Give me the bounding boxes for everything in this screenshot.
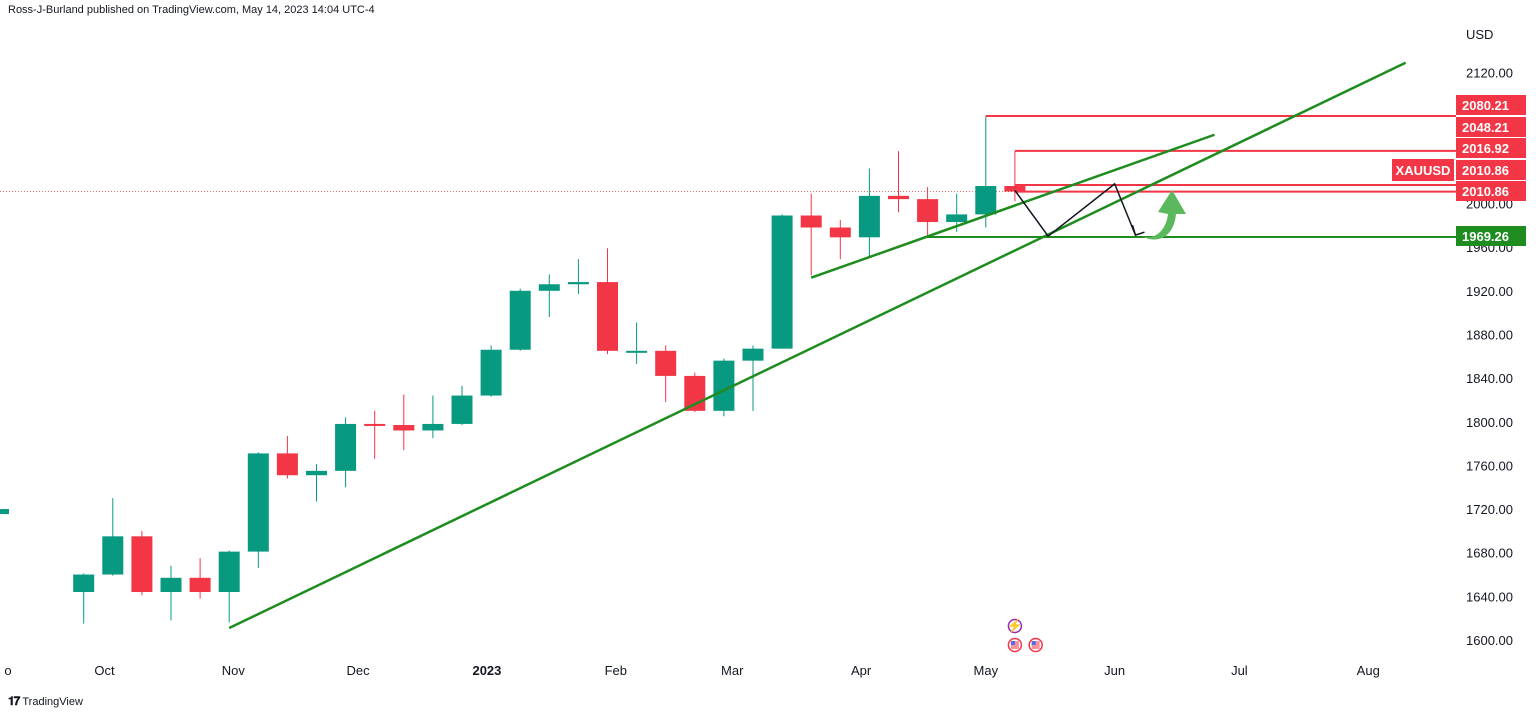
candle-body[interactable] (480, 349, 502, 396)
y-tick-label: 1840.00 (1466, 371, 1513, 386)
candle-body[interactable] (509, 290, 531, 350)
chart-attribution: Ross-J-Burland published on TradingView.… (8, 4, 375, 16)
us-flag-icon-canton (1010, 641, 1015, 645)
y-tick-label: 1640.00 (1466, 589, 1513, 604)
trendline[interactable] (810, 133, 1215, 279)
candle-body[interactable] (218, 551, 240, 592)
y-tick-label: 1760.00 (1466, 458, 1513, 473)
candle-body[interactable] (335, 423, 357, 471)
candle-body[interactable] (800, 215, 822, 228)
y-tick-label: 1800.00 (1466, 415, 1513, 430)
x-tick-label: Jun (1104, 663, 1125, 678)
candle-body[interactable] (567, 282, 589, 285)
candle-body[interactable] (1004, 186, 1026, 192)
level-badge-text: 2048.21 (1462, 120, 1509, 135)
tradingview-brand: TradingView (22, 695, 83, 708)
x-tick-label: Nov (222, 663, 246, 678)
candle-body[interactable] (73, 574, 95, 592)
y-tick-label: 1920.00 (1466, 284, 1513, 299)
candle-body[interactable] (713, 360, 735, 411)
level-badge[interactable] (1456, 117, 1526, 137)
level-badge[interactable] (1456, 138, 1526, 158)
candle-body[interactable] (189, 577, 211, 592)
x-tick-label: Dec (347, 663, 371, 678)
x-tick-label: Jul (1231, 663, 1248, 678)
projection-arrowhead (1131, 224, 1145, 237)
candle-body[interactable] (247, 453, 269, 552)
tradingview-footer: 𝟏𝟕 TradingView (8, 694, 83, 709)
x-tick-label: 2023 (472, 663, 501, 678)
x-tick-label: Apr (851, 663, 872, 678)
projection-path[interactable] (1014, 182, 1137, 238)
us-flag-icon-canton (1031, 641, 1036, 645)
currency-label: USD (1466, 27, 1493, 42)
level-badge[interactable] (1456, 181, 1526, 201)
current-price-badge[interactable] (1456, 160, 1526, 180)
candle-body[interactable] (975, 186, 997, 215)
symbol-tag[interactable] (1392, 159, 1454, 181)
candle-body[interactable] (160, 577, 182, 592)
candle-body[interactable] (276, 453, 298, 476)
lightning-icon[interactable] (1007, 618, 1023, 634)
curved-arrow-icon[interactable] (1138, 190, 1186, 240)
lightning-icon-glyph: ⚡ (1007, 618, 1023, 634)
candle-body[interactable] (858, 195, 880, 238)
candle-body[interactable] (364, 423, 386, 426)
candle-body-partial[interactable] (0, 509, 9, 515)
x-tick-label: o (4, 663, 11, 678)
x-tick-label: May (974, 663, 999, 678)
price-chart[interactable]: ⚡ 1600.00 1640.00 1680.00 1720.00 1760.00 1800… (0, 0, 1536, 690)
symbol-tag-text: XAUUSD (1396, 163, 1451, 178)
candle-body[interactable] (451, 395, 473, 424)
candle-body[interactable] (917, 199, 939, 223)
candle-body[interactable] (131, 536, 153, 592)
y-tick-label: 1600.00 (1466, 633, 1513, 648)
candle-body[interactable] (626, 350, 648, 353)
candle-body[interactable] (393, 425, 415, 431)
y-tick-label: 1720.00 (1466, 502, 1513, 517)
level-badge-text: 2010.86 (1462, 184, 1509, 199)
level-badge[interactable] (1456, 226, 1526, 246)
candle-body[interactable] (742, 348, 764, 361)
y-tick-label: 2120.00 (1466, 66, 1513, 81)
x-tick-label: Mar (721, 663, 744, 678)
candle-body[interactable] (422, 423, 444, 431)
current-price-badge-text: 2010.86 (1462, 163, 1509, 178)
candle-body[interactable] (771, 215, 793, 349)
x-tick-label: Feb (605, 663, 627, 678)
candle-body[interactable] (597, 282, 618, 351)
level-badge-text: 1969.26 (1462, 229, 1509, 244)
y-tick-label: 1680.00 (1466, 546, 1513, 561)
x-tick-label: Oct (94, 663, 115, 678)
x-tick-label: Aug (1357, 663, 1380, 678)
candle-body[interactable] (306, 470, 327, 476)
candle-body[interactable] (888, 195, 909, 200)
candle-body[interactable] (655, 350, 677, 376)
level-badge[interactable] (1456, 95, 1526, 115)
candle-body[interactable] (829, 227, 851, 238)
level-badge-text: 2016.92 (1462, 141, 1509, 156)
level-badge-text: 2080.21 (1462, 98, 1509, 113)
tradingview-logo-icon: 𝟏𝟕 (8, 694, 20, 708)
trendline[interactable] (228, 61, 1407, 630)
y-tick-label: 1880.00 (1466, 327, 1513, 342)
candle-body[interactable] (102, 536, 124, 575)
candle-body[interactable] (538, 284, 560, 291)
candle-body[interactable] (946, 214, 968, 223)
